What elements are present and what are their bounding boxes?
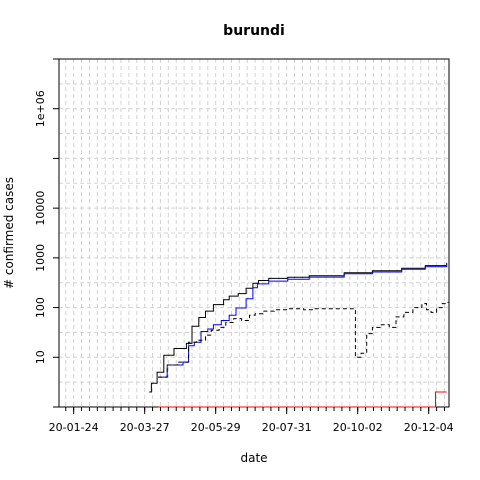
series-line-1: [149, 262, 448, 393]
x-tick-label: 20-10-02: [333, 421, 383, 434]
series-line-3: [158, 301, 449, 378]
grid: [59, 58, 449, 408]
x-tick-label: 20-01-24: [49, 421, 99, 434]
y-axis-label: # confirmed cases: [2, 177, 16, 289]
y-axis: 10 100 1000 10000 1e+06: [34, 58, 59, 408]
chart-title: burundi: [223, 23, 285, 39]
series-group: [149, 262, 449, 408]
x-tick-label: 20-03-27: [120, 421, 170, 434]
x-tick-label: 20-07-31: [262, 421, 312, 434]
x-tick-label: 20-05-29: [191, 421, 241, 434]
y-tick-label: 100: [34, 297, 47, 318]
y-tick-label: 1e+06: [34, 90, 47, 127]
x-axis: 20-01-24 20-03-27 20-05-29 20-07-31 20-10-02…: [49, 407, 454, 434]
x-tick-label: 20-12-04: [404, 421, 454, 434]
series-line-2: [158, 264, 448, 378]
y-tick-label: 10: [34, 350, 47, 364]
y-tick-label: 10000: [34, 191, 47, 226]
y-tick-label: 1000: [34, 244, 47, 272]
x-axis-label: date: [240, 451, 267, 465]
